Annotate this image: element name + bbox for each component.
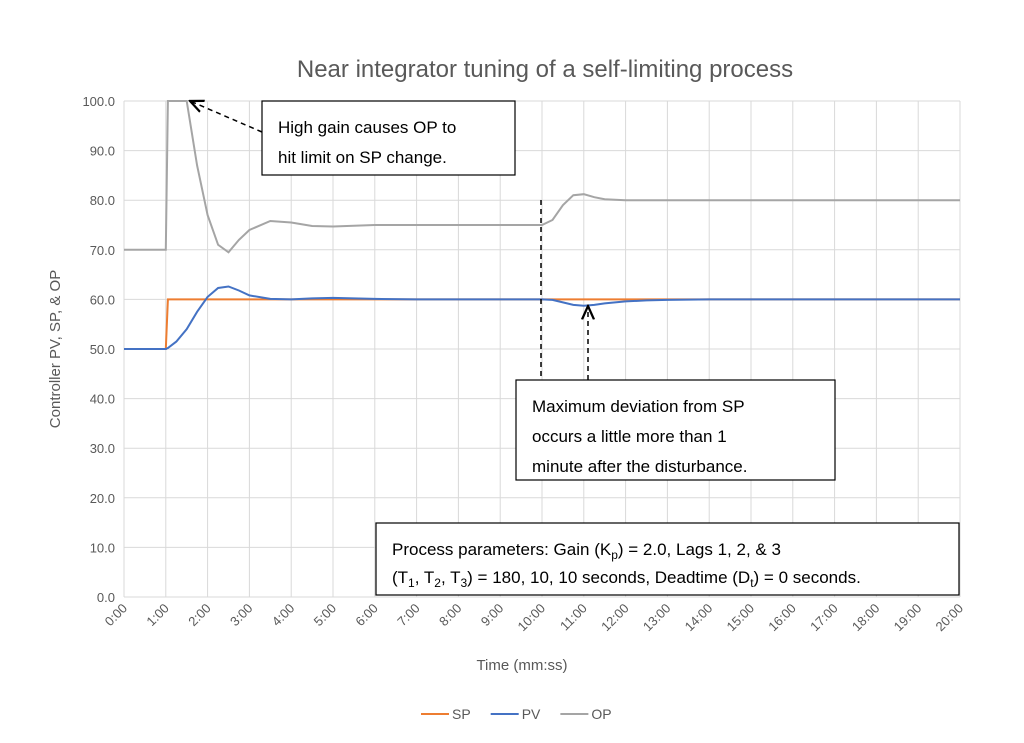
annotation-text: , T xyxy=(415,568,435,587)
y-tick-label: 100.0 xyxy=(82,94,115,109)
annotation: hit limit on SP change. xyxy=(278,148,447,167)
subscript: 3 xyxy=(460,576,467,590)
x-tick-label: 4:00 xyxy=(269,601,298,630)
annotation-text: Process parameters: Gain (K xyxy=(392,540,612,559)
annotation-text: (T xyxy=(392,568,408,587)
x-tick-label: 18:00 xyxy=(849,601,883,635)
annotation-text: occurs a little more than 1 xyxy=(532,427,727,446)
x-tick-label: 1:00 xyxy=(143,601,172,630)
series-line xyxy=(124,100,960,254)
annotation-box xyxy=(261,100,516,176)
annotation-text: minute after the disturbance. xyxy=(532,457,747,476)
x-tick-label: 12:00 xyxy=(598,601,632,635)
y-tick-label: 70.0 xyxy=(90,243,115,258)
x-tick-label: 13:00 xyxy=(640,601,674,635)
x-tick-label: 15:00 xyxy=(724,601,758,635)
annotation-text: Maximum deviation from SP xyxy=(532,397,745,416)
annotation: Process parameters: Gain (Kp) = 2.0, Lag… xyxy=(392,540,781,562)
y-tick-label: 10.0 xyxy=(90,540,115,555)
subscript: 2 xyxy=(434,576,441,590)
annotation: minute after the disturbance. xyxy=(532,457,747,476)
x-tick-label: 19:00 xyxy=(891,601,925,635)
y-tick-label: 0.0 xyxy=(97,590,115,605)
legend-label: SP xyxy=(452,706,471,722)
x-tick-label: 7:00 xyxy=(394,601,423,630)
y-tick-label: 40.0 xyxy=(90,392,115,407)
x-tick-label: 9:00 xyxy=(478,601,507,630)
y-tick-label: 50.0 xyxy=(90,342,115,357)
annotation: occurs a little more than 1 xyxy=(532,427,727,446)
x-tick-label: 14:00 xyxy=(682,601,716,635)
annotation-text: ) = 180, 10, 10 seconds, Deadtime (D xyxy=(467,568,750,587)
y-tick-label: 80.0 xyxy=(90,193,115,208)
x-tick-label: 17:00 xyxy=(807,601,841,635)
x-axis-label: Time (mm:ss) xyxy=(476,657,567,674)
x-tick-label: 3:00 xyxy=(227,601,256,630)
series-line xyxy=(124,285,960,350)
x-tick-label: 6:00 xyxy=(352,601,381,630)
x-tick-label: 20:00 xyxy=(933,601,967,635)
x-tick-label: 2:00 xyxy=(185,601,214,630)
x-tick-label: 16:00 xyxy=(765,601,799,635)
legend-label: OP xyxy=(591,706,611,722)
y-tick-label: 20.0 xyxy=(90,491,115,506)
y-axis-label: Controller PV, SP, & OP xyxy=(47,270,64,428)
annotation-text: ) = 2.0, Lags 1, 2, & 3 xyxy=(618,540,781,559)
y-tick-label: 60.0 xyxy=(90,292,115,307)
subscript: t xyxy=(750,576,754,590)
annotation-text: High gain causes OP to xyxy=(278,118,456,137)
annotation-text: , T xyxy=(441,568,461,587)
x-tick-label: 8:00 xyxy=(436,601,465,630)
annotation-box xyxy=(375,522,960,596)
subscript: p xyxy=(611,548,618,562)
y-tick-label: 30.0 xyxy=(90,441,115,456)
chart-title: Near integrator tuning of a self-limitin… xyxy=(297,56,793,83)
legend-label: PV xyxy=(522,706,541,722)
y-tick-label: 90.0 xyxy=(90,144,115,159)
x-tick-label: 11:00 xyxy=(557,601,590,634)
annotation-box xyxy=(515,379,836,481)
x-tick-label: 5:00 xyxy=(311,601,340,630)
subscript: 1 xyxy=(408,576,415,590)
annotation-text: hit limit on SP change. xyxy=(278,148,447,167)
x-tick-label: 10:00 xyxy=(515,601,549,635)
annotation-text: ) = 0 seconds. xyxy=(754,568,861,587)
annotation: High gain causes OP to xyxy=(278,118,456,137)
annotation: (T1, T2, T3) = 180, 10, 10 seconds, Dead… xyxy=(392,568,861,590)
arrow xyxy=(190,101,263,133)
annotation: Maximum deviation from SP xyxy=(532,397,745,416)
